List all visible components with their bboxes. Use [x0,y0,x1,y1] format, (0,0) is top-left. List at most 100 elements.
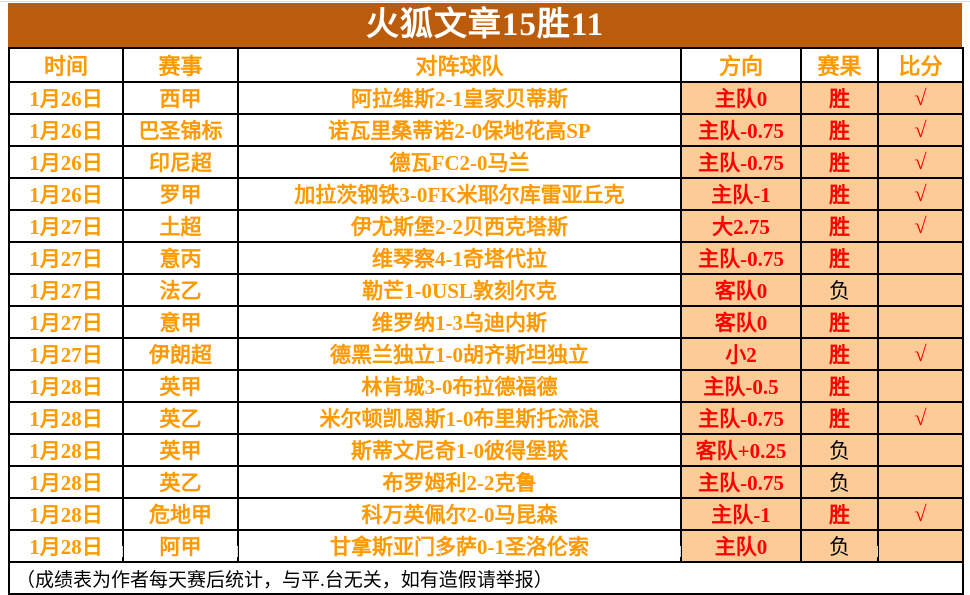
match-teams: 斯蒂文尼奇1-0彼得堡联 [237,433,682,467]
league-name: 土超 [122,209,239,243]
score-checkmark [877,241,964,275]
league-name: 英甲 [122,369,239,403]
background-gridline-vertical [440,546,441,557]
background-gridline-vertical [237,546,238,557]
score-checkmark: √ [877,113,964,147]
league-name: 英乙 [122,465,239,499]
league-name: 罗甲 [122,177,239,211]
bet-result: 胜 [800,145,879,179]
bet-direction: 主队-0.75 [680,113,802,147]
bet-result: 胜 [800,369,879,403]
match-teams: 德黑兰独立1-0胡齐斯坦独立 [237,337,682,371]
bet-direction: 主队-0.5 [680,369,802,403]
match-date: 1月26日 [8,177,124,211]
table-row: 1月26日 罗甲 加拉茨钢铁3-0FK米耶尔库雷亚丘克 主队-1 胜 √ [8,177,964,211]
score-checkmark: √ [877,177,964,211]
score-checkmark [877,433,964,467]
match-teams: 德瓦FC2-0马兰 [237,145,682,179]
bet-direction: 主队-0.75 [680,401,802,435]
league-name: 西甲 [122,81,239,115]
score-checkmark [877,529,964,563]
column-header-result: 赛果 [800,47,879,83]
league-name: 危地甲 [122,497,239,531]
table-footer: （成绩表为作者每天赛后统计，与平.台无关，如有造假请举报） [8,561,964,595]
bet-result: 负 [800,433,879,467]
league-name: 法乙 [122,273,239,307]
table-row: 1月28日 英甲 林肯城3-0布拉德福德 主队-0.5 胜 [8,369,964,403]
background-gridline-vertical [680,546,681,557]
table-row: 1月27日 意丙 维琴察4-1奇塔代拉 主队-0.75 胜 [8,241,964,275]
table-row: 1月28日 英乙 米尔顿凯恩斯1-0布里斯托流浪 主队-0.75 胜 √ [8,401,964,435]
results-sheet: 火狐文章15胜11 时间 赛事 对阵球队 方向 赛果 比分 1月26日 西甲 阿… [8,3,964,595]
match-date: 1月28日 [8,401,124,435]
score-checkmark: √ [877,81,964,115]
score-checkmark: √ [877,209,964,243]
match-teams: 伊尤斯堡2-2贝西克塔斯 [237,209,682,243]
table-row: 1月27日 法乙 勒芒1-0USL敦刻尔克 客队0 负 [8,273,964,307]
match-date: 1月27日 [8,209,124,243]
match-date: 1月27日 [8,273,124,307]
match-date: 1月28日 [8,465,124,499]
bet-direction: 主队-1 [680,177,802,211]
match-teams: 勒芒1-0USL敦刻尔克 [237,273,682,307]
match-date: 1月27日 [8,337,124,371]
bet-direction: 小2 [680,337,802,371]
table-row: 1月26日 巴圣锦标 诺瓦里桑蒂诺2-0保地花高SP 主队-0.75 胜 √ [8,113,964,147]
score-checkmark [877,465,964,499]
footer-row: （成绩表为作者每天赛后统计，与平.台无关，如有造假请举报） [8,561,964,595]
header-row: 时间 赛事 对阵球队 方向 赛果 比分 [8,47,964,83]
match-date: 1月28日 [8,529,124,563]
bet-result: 负 [800,273,879,307]
column-header-time: 时间 [8,47,124,83]
bet-direction: 客队+0.25 [680,433,802,467]
match-date: 1月27日 [8,241,124,275]
score-checkmark [877,273,964,307]
background-gridline-vertical [877,546,878,557]
league-name: 伊朗超 [122,337,239,371]
bet-result: 胜 [800,209,879,243]
table-row: 1月26日 西甲 阿拉维斯2-1皇家贝蒂斯 主队0 胜 √ [8,81,964,115]
bet-result: 负 [800,465,879,499]
match-date: 1月26日 [8,81,124,115]
match-date: 1月28日 [8,369,124,403]
bet-direction: 主队-0.75 [680,145,802,179]
table-row: 1月28日 英乙 布罗姆利2-2克鲁 主队-0.75 负 [8,465,964,499]
bet-result: 胜 [800,113,879,147]
bet-direction: 主队-0.75 [680,465,802,499]
league-name: 巴圣锦标 [122,113,239,147]
bet-direction: 大2.75 [680,209,802,243]
match-date: 1月26日 [8,113,124,147]
bet-result: 胜 [800,81,879,115]
match-teams: 甘拿斯亚门多萨0-1圣洛伦索 [237,529,682,563]
footer-note: （成绩表为作者每天赛后统计，与平.台无关，如有造假请举报） [8,561,964,595]
league-name: 意丙 [122,241,239,275]
match-date: 1月27日 [8,305,124,339]
column-header-matchup: 对阵球队 [237,47,682,83]
score-checkmark: √ [877,401,964,435]
score-checkmark: √ [877,337,964,371]
match-teams: 维罗纳1-3乌迪内斯 [237,305,682,339]
table-row: 1月28日 英甲 斯蒂文尼奇1-0彼得堡联 客队+0.25 负 [8,433,964,467]
bet-result: 胜 [800,305,879,339]
bet-direction: 主队0 [680,81,802,115]
score-checkmark: √ [877,497,964,531]
table-row: 1月27日 意甲 维罗纳1-3乌迪内斯 客队0 胜 [8,305,964,339]
column-header-score: 比分 [877,47,964,83]
bet-result: 负 [800,529,879,563]
match-teams: 科万英佩尔2-0马昆森 [237,497,682,531]
league-name: 印尼超 [122,145,239,179]
bet-result: 胜 [800,337,879,371]
match-date: 1月26日 [8,145,124,179]
table-header: 时间 赛事 对阵球队 方向 赛果 比分 [8,47,964,83]
match-teams: 布罗姆利2-2克鲁 [237,465,682,499]
table-row: 1月27日 土超 伊尤斯堡2-2贝西克塔斯 大2.75 胜 √ [8,209,964,243]
background-gridline-vertical [122,546,123,557]
score-checkmark [877,369,964,403]
table-row: 1月27日 伊朗超 德黑兰独立1-0胡齐斯坦独立 小2 胜 √ [8,337,964,371]
bet-result: 胜 [800,401,879,435]
match-teams: 阿拉维斯2-1皇家贝蒂斯 [237,81,682,115]
bet-direction: 主队0 [680,529,802,563]
column-header-league: 赛事 [122,47,239,83]
background-gridline-horizontal [0,1,970,2]
table-row: 1月28日 阿甲 甘拿斯亚门多萨0-1圣洛伦索 主队0 负 [8,529,964,563]
